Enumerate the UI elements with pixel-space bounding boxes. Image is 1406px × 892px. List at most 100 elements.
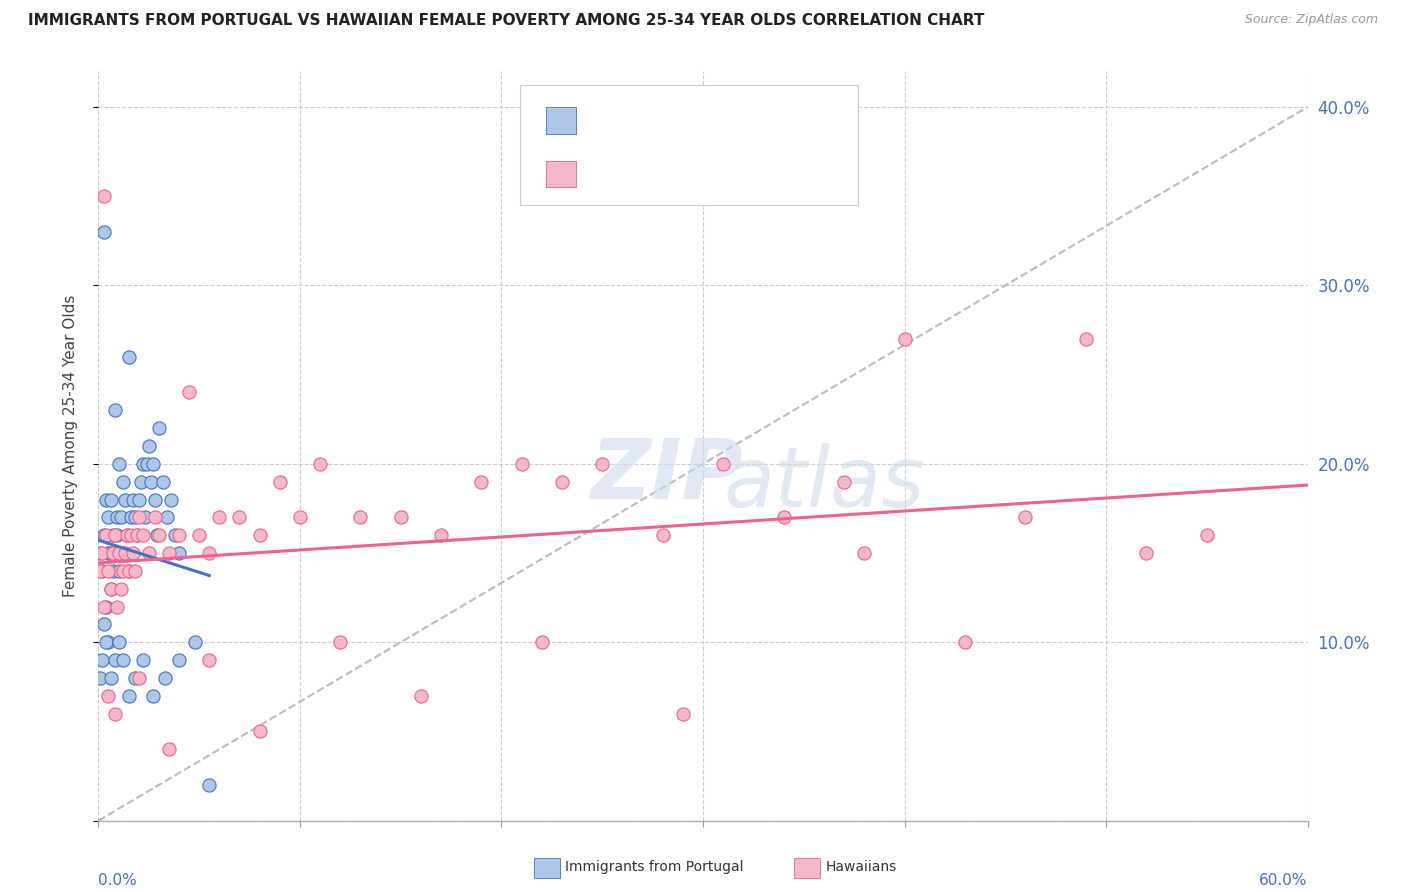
Point (107, 546, 129, 560)
Point (89, 671, 111, 685)
Text: -0.019: -0.019 (630, 165, 689, 183)
Text: R =: R = (585, 112, 613, 126)
Point (184, 635, 207, 649)
Point (128, 671, 150, 685)
Point (711, 457, 734, 471)
Point (198, 653, 221, 667)
Point (93, 599, 115, 614)
Point (409, 689, 432, 703)
Point (288, 510, 311, 524)
Text: 0.317: 0.317 (630, 110, 695, 128)
Point (349, 510, 371, 524)
Point (114, 492, 136, 507)
Point (124, 671, 146, 685)
Point (93, 528, 115, 542)
Point (188, 528, 211, 542)
Point (96, 492, 118, 507)
Point (591, 457, 613, 471)
Point (430, 528, 453, 542)
Point (138, 439, 160, 453)
Point (551, 475, 574, 489)
Point (96, 635, 118, 649)
Point (148, 528, 170, 542)
Point (772, 510, 794, 524)
Point (89, 546, 111, 560)
Point (208, 510, 231, 524)
Point (91, 653, 114, 667)
Point (1014, 510, 1036, 524)
Point (832, 475, 855, 489)
Point (96, 599, 118, 614)
Point (249, 528, 271, 542)
Point (101, 564, 124, 578)
Point (110, 582, 132, 596)
Point (142, 689, 165, 703)
Point (96, 528, 118, 542)
Point (121, 546, 143, 560)
Point (118, 689, 141, 703)
Point (101, 546, 124, 560)
Point (100, 671, 122, 685)
Point (125, 528, 148, 542)
Point (101, 528, 124, 542)
Point (156, 510, 179, 524)
Point (107, 564, 129, 578)
Point (228, 510, 250, 524)
Point (953, 635, 976, 649)
Point (103, 706, 125, 721)
Point (105, 528, 128, 542)
Point (142, 457, 165, 471)
Point (160, 492, 183, 507)
Point (269, 475, 291, 489)
Point (132, 653, 155, 667)
Point (853, 546, 876, 560)
Text: IMMIGRANTS FROM PORTUGAL VS HAWAIIAN FEMALE POVERTY AMONG 25-34 YEAR OLDS CORREL: IMMIGRANTS FROM PORTUGAL VS HAWAIIAN FEM… (28, 13, 984, 29)
Point (153, 671, 176, 685)
Point (163, 528, 186, 542)
Point (100, 582, 122, 596)
Point (120, 528, 142, 542)
Text: 0.0%: 0.0% (98, 873, 138, 888)
Point (103, 528, 125, 542)
Point (105, 599, 128, 614)
Point (179, 385, 201, 400)
Text: ZIP: ZIP (591, 435, 742, 516)
Point (132, 457, 155, 471)
Text: N = 63: N = 63 (720, 110, 782, 128)
Point (152, 475, 174, 489)
Point (107, 635, 129, 649)
Point (198, 546, 221, 560)
Point (100, 582, 122, 596)
Point (115, 528, 138, 542)
Point (249, 724, 271, 739)
Point (893, 332, 915, 346)
Point (97, 564, 120, 578)
Point (89, 564, 111, 578)
Point (139, 475, 162, 489)
Point (309, 457, 332, 471)
Point (651, 528, 673, 542)
Point (470, 475, 492, 489)
Point (100, 492, 122, 507)
Point (167, 528, 190, 542)
Point (157, 546, 180, 560)
Point (167, 546, 190, 560)
Point (134, 510, 156, 524)
Point (530, 635, 553, 649)
Point (111, 564, 134, 578)
Point (143, 492, 166, 507)
Point (100, 546, 122, 560)
Text: Source: ZipAtlas.com: Source: ZipAtlas.com (1244, 13, 1378, 27)
Point (97, 510, 120, 524)
Point (111, 653, 134, 667)
Point (93, 617, 115, 632)
Point (198, 778, 221, 792)
Point (125, 528, 148, 542)
Text: atlas: atlas (723, 443, 925, 524)
Point (389, 510, 412, 524)
Point (118, 564, 141, 578)
Point (118, 350, 141, 364)
Point (146, 528, 169, 542)
Point (167, 653, 190, 667)
Text: R =: R = (585, 167, 613, 181)
